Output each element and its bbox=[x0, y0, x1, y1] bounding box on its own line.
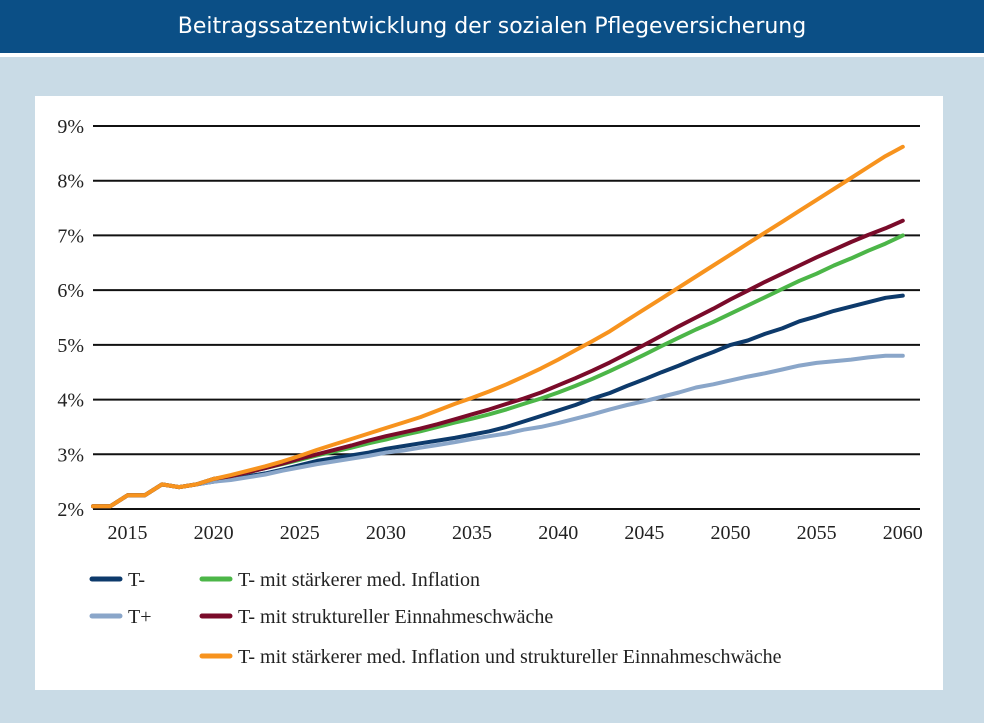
y-tick-label: 4% bbox=[57, 390, 84, 412]
x-tick-label: 2025 bbox=[280, 522, 320, 544]
y-tick-label: 7% bbox=[57, 225, 84, 247]
legend: T- T+ T- mit stärkerer med. Inflation T- mi… bbox=[89, 569, 782, 668]
x-tick-label: 2045 bbox=[624, 522, 664, 544]
legend-label: T+ bbox=[128, 606, 152, 628]
header-divider bbox=[0, 53, 984, 57]
x-tick-label: 2030 bbox=[366, 522, 406, 544]
series-line bbox=[91, 353, 905, 509]
y-tick-label: 8% bbox=[57, 171, 84, 193]
x-tick-label: 2020 bbox=[194, 522, 234, 544]
x-axis-ticks: 2015 2020 2025 2030 2035 2040 2045 2050 2055 2060 bbox=[107, 522, 922, 544]
x-tick-label: 2040 bbox=[538, 522, 578, 544]
legend-item: T- mit struktureller Einnahmeschwäche bbox=[199, 606, 553, 628]
chart-header: Beitragssatzentwicklung der sozialen Pfl… bbox=[0, 0, 984, 53]
legend-label: T- mit stärkerer med. Inflation bbox=[238, 569, 480, 591]
legend-item: T- bbox=[89, 569, 145, 591]
chart-title: Beitragssatzentwicklung der sozialen Pfl… bbox=[177, 14, 807, 39]
legend-label: T- mit struktureller Einnahmeschwäche bbox=[238, 606, 553, 628]
series-lines bbox=[91, 144, 905, 509]
legend-label: T- mit stärkerer med. Inflation und stru… bbox=[238, 646, 782, 668]
legend-item: T+ bbox=[89, 606, 152, 628]
series-line bbox=[91, 218, 905, 509]
x-tick-label: 2035 bbox=[452, 522, 492, 544]
legend-item: T- mit stärkerer med. Inflation und stru… bbox=[199, 646, 782, 668]
y-tick-label: 5% bbox=[57, 335, 84, 357]
legend-item: T- mit stärkerer med. Inflation bbox=[199, 569, 480, 591]
x-tick-label: 2060 bbox=[883, 522, 923, 544]
y-tick-label: 2% bbox=[57, 499, 84, 521]
y-tick-label: 3% bbox=[57, 444, 84, 466]
series-line bbox=[91, 293, 905, 509]
x-tick-label: 2050 bbox=[710, 522, 750, 544]
y-tick-label: 9% bbox=[57, 116, 84, 138]
legend-label: T- bbox=[128, 569, 145, 591]
x-tick-label: 2055 bbox=[797, 522, 837, 544]
x-tick-label: 2015 bbox=[107, 522, 147, 544]
y-axis-ticks: 2% 3% 4% 5% 6% 7% 8% 9% bbox=[57, 116, 84, 521]
y-tick-label: 6% bbox=[57, 280, 84, 302]
series-line bbox=[91, 144, 905, 509]
grid-lines bbox=[93, 125, 920, 510]
